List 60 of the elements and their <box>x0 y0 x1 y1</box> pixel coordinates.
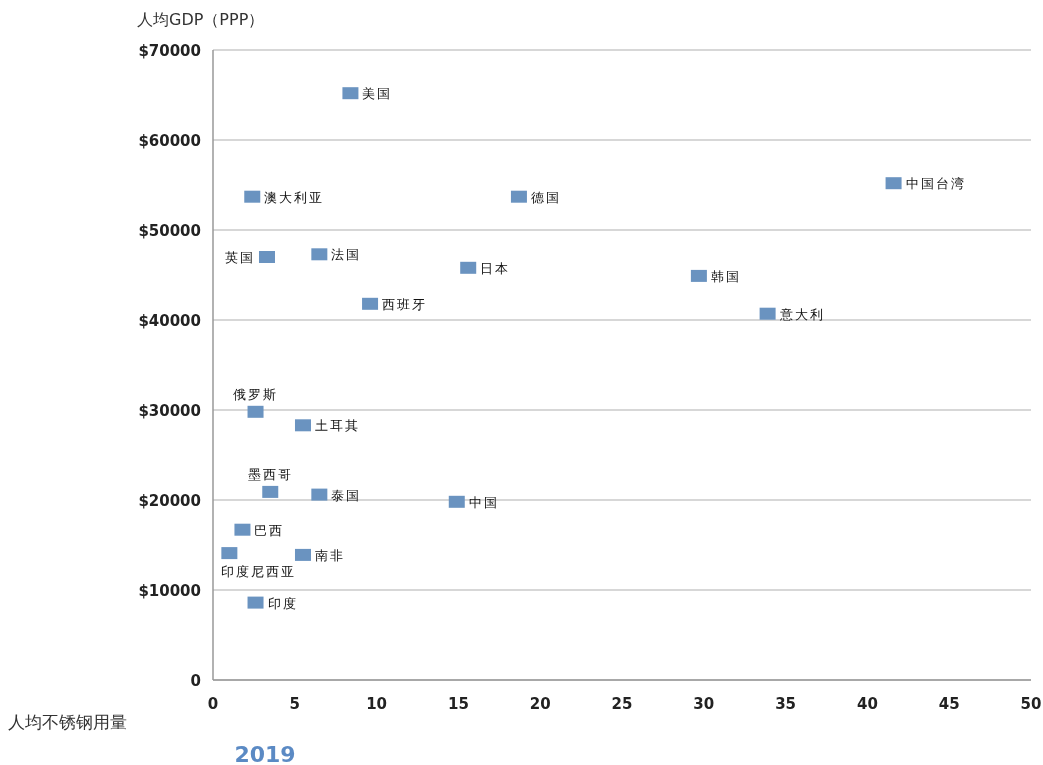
y-tick-label: $20000 <box>138 492 201 510</box>
x-tick-label: 50 <box>1020 695 1042 713</box>
annotation: 中国台湾 <box>905 176 966 192</box>
point <box>221 547 238 560</box>
point <box>362 297 379 310</box>
x-tick-label: 20 <box>529 695 551 713</box>
point <box>311 248 328 261</box>
annotation: 巴西 <box>254 522 285 538</box>
annotation: 西班牙 <box>382 296 428 312</box>
x-tick-label: 5 <box>289 695 301 713</box>
text: 2019 <box>234 742 296 765</box>
annotation: 南非 <box>314 547 345 563</box>
x-tick-label: 40 <box>856 695 878 713</box>
point <box>258 251 275 263</box>
y-tick-label: $10000 <box>138 582 201 600</box>
point <box>460 261 477 274</box>
y-tick-label: $50000 <box>138 222 201 240</box>
annotation: 意大利 <box>778 306 825 322</box>
x-tick-label: 35 <box>775 695 797 713</box>
y-tick-label: $30000 <box>138 402 201 420</box>
point <box>294 419 311 432</box>
annotation: 英国 <box>224 250 255 265</box>
point <box>510 190 527 203</box>
annotation: 澳大利亚 <box>264 189 325 205</box>
annotation: 韩国 <box>710 268 741 284</box>
annotation: 印度尼西亚 <box>221 564 297 580</box>
x-axis-title: 人均不锈钢用量 <box>8 712 127 732</box>
point <box>342 87 359 100</box>
annotation: 土耳其 <box>314 418 360 434</box>
annotation: 墨西哥 <box>247 466 293 482</box>
annotation: 德国 <box>530 189 561 205</box>
point <box>262 485 279 498</box>
x-tick-label: 45 <box>938 695 960 713</box>
point <box>690 269 707 282</box>
y-tick-label: 0 <box>190 672 201 690</box>
annotation: 俄罗斯 <box>233 386 279 402</box>
point <box>234 523 251 536</box>
y-tick-label: $40000 <box>138 312 201 330</box>
point <box>294 548 311 561</box>
annotation: 中国 <box>468 494 499 510</box>
y-tick-label: $60000 <box>138 132 201 150</box>
x-tick-label: 25 <box>611 695 633 713</box>
point <box>311 488 328 501</box>
annotation: 泰国 <box>331 487 362 503</box>
y-tick-label: $70000 <box>138 42 201 60</box>
y-axis-title: 人均GDP（PPP） <box>137 10 265 29</box>
point <box>247 596 264 609</box>
point <box>448 495 465 508</box>
x-tick-label: 10 <box>366 695 388 713</box>
annotation: 美国 <box>362 86 393 102</box>
annotation: 印度 <box>267 595 298 611</box>
point <box>759 307 776 320</box>
point <box>247 405 264 418</box>
point <box>244 190 261 203</box>
annotation: 法国 <box>331 247 362 263</box>
x-tick-label: 15 <box>447 695 469 713</box>
x-tick-label: 30 <box>693 695 715 713</box>
annotation: 日本 <box>480 260 511 276</box>
x-tick-label: 0 <box>207 695 219 713</box>
point <box>885 177 902 190</box>
